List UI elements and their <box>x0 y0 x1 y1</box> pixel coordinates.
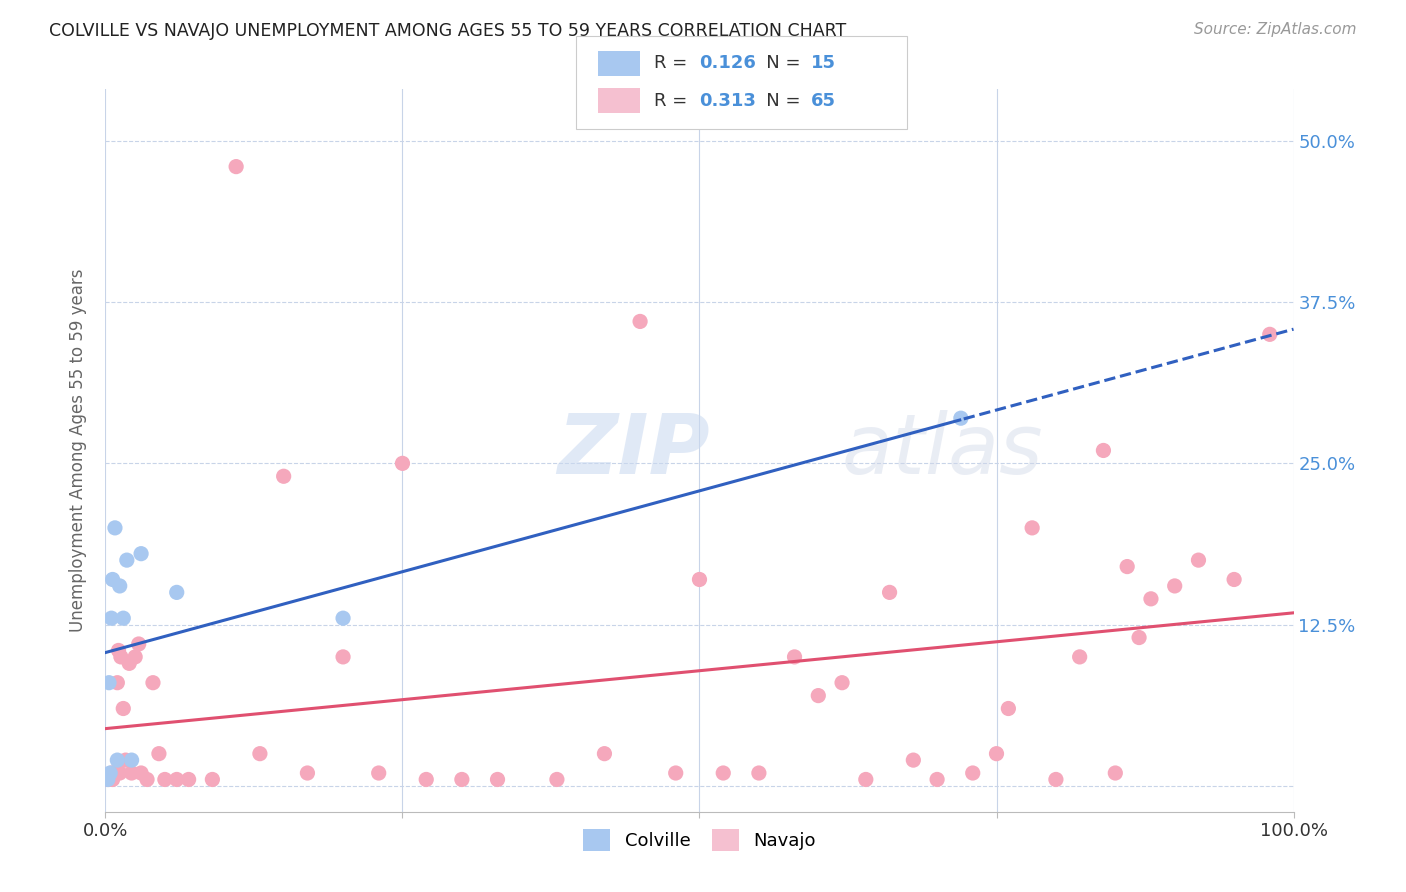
Point <box>142 675 165 690</box>
Point <box>112 701 135 715</box>
Point <box>1069 649 1091 664</box>
Point <box>665 766 688 780</box>
Point <box>225 160 247 174</box>
Point <box>332 611 354 625</box>
Point <box>121 766 143 780</box>
Point <box>711 766 734 780</box>
Point <box>1045 772 1067 787</box>
Point <box>879 585 901 599</box>
Point <box>297 766 319 780</box>
Point <box>450 772 472 787</box>
Point <box>101 573 124 587</box>
Point <box>273 469 295 483</box>
Point <box>100 766 122 780</box>
Point <box>925 772 948 787</box>
Point <box>807 689 830 703</box>
Point <box>962 766 984 780</box>
Point <box>105 675 128 690</box>
Point <box>98 675 121 690</box>
Point <box>949 411 972 425</box>
Point <box>1021 521 1043 535</box>
Point <box>105 766 128 780</box>
Point <box>121 753 143 767</box>
Point <box>97 772 120 787</box>
Point <box>166 772 188 787</box>
Point <box>201 772 224 787</box>
Point <box>689 573 711 587</box>
Point <box>98 772 121 787</box>
Text: 0.126: 0.126 <box>699 54 755 72</box>
Point <box>110 649 132 664</box>
Point <box>98 766 121 780</box>
Point <box>177 772 200 787</box>
Point <box>108 766 131 780</box>
Point <box>1164 579 1187 593</box>
Text: R =: R = <box>654 54 693 72</box>
Point <box>153 772 176 787</box>
Text: atlas: atlas <box>842 410 1043 491</box>
Point <box>129 547 152 561</box>
Point <box>103 766 125 780</box>
Point <box>903 753 925 767</box>
Point <box>855 772 877 787</box>
Point <box>546 772 568 787</box>
Point <box>332 649 354 664</box>
Point <box>1187 553 1209 567</box>
Point <box>104 766 127 780</box>
Point <box>1116 559 1139 574</box>
Text: 0.313: 0.313 <box>699 92 755 110</box>
Point <box>986 747 1008 761</box>
Text: ZIP: ZIP <box>557 410 710 491</box>
Point <box>104 521 127 535</box>
Point <box>118 657 141 671</box>
Point <box>748 766 770 780</box>
Point <box>249 747 271 761</box>
Legend: Colville, Navajo: Colville, Navajo <box>574 821 825 861</box>
Point <box>129 766 152 780</box>
Point <box>415 772 437 787</box>
Text: 65: 65 <box>811 92 837 110</box>
Point <box>1140 591 1163 606</box>
Point <box>115 553 138 567</box>
Point <box>101 772 124 787</box>
Text: Source: ZipAtlas.com: Source: ZipAtlas.com <box>1194 22 1357 37</box>
Point <box>1128 631 1150 645</box>
Point <box>105 753 128 767</box>
Point <box>108 579 131 593</box>
Point <box>486 772 509 787</box>
Text: R =: R = <box>654 92 693 110</box>
Point <box>1092 443 1115 458</box>
Point <box>148 747 170 761</box>
Point <box>367 766 389 780</box>
Point <box>1258 327 1281 342</box>
Point <box>136 772 159 787</box>
Point <box>112 611 135 625</box>
Text: N =: N = <box>749 92 807 110</box>
Point <box>97 772 120 787</box>
Point <box>783 649 806 664</box>
Text: N =: N = <box>749 54 807 72</box>
Point <box>831 675 853 690</box>
Text: COLVILLE VS NAVAJO UNEMPLOYMENT AMONG AGES 55 TO 59 YEARS CORRELATION CHART: COLVILLE VS NAVAJO UNEMPLOYMENT AMONG AG… <box>49 22 846 40</box>
Point <box>100 611 122 625</box>
Point <box>997 701 1019 715</box>
Point <box>107 643 129 657</box>
Point <box>98 769 121 783</box>
Point <box>128 637 150 651</box>
Point <box>593 747 616 761</box>
Point <box>166 585 188 599</box>
Point <box>391 456 413 470</box>
Point <box>114 753 136 767</box>
Point <box>1104 766 1126 780</box>
Point <box>628 314 651 328</box>
Y-axis label: Unemployment Among Ages 55 to 59 years: Unemployment Among Ages 55 to 59 years <box>69 268 87 632</box>
Text: 15: 15 <box>811 54 837 72</box>
Point <box>124 649 146 664</box>
Point <box>1223 573 1246 587</box>
